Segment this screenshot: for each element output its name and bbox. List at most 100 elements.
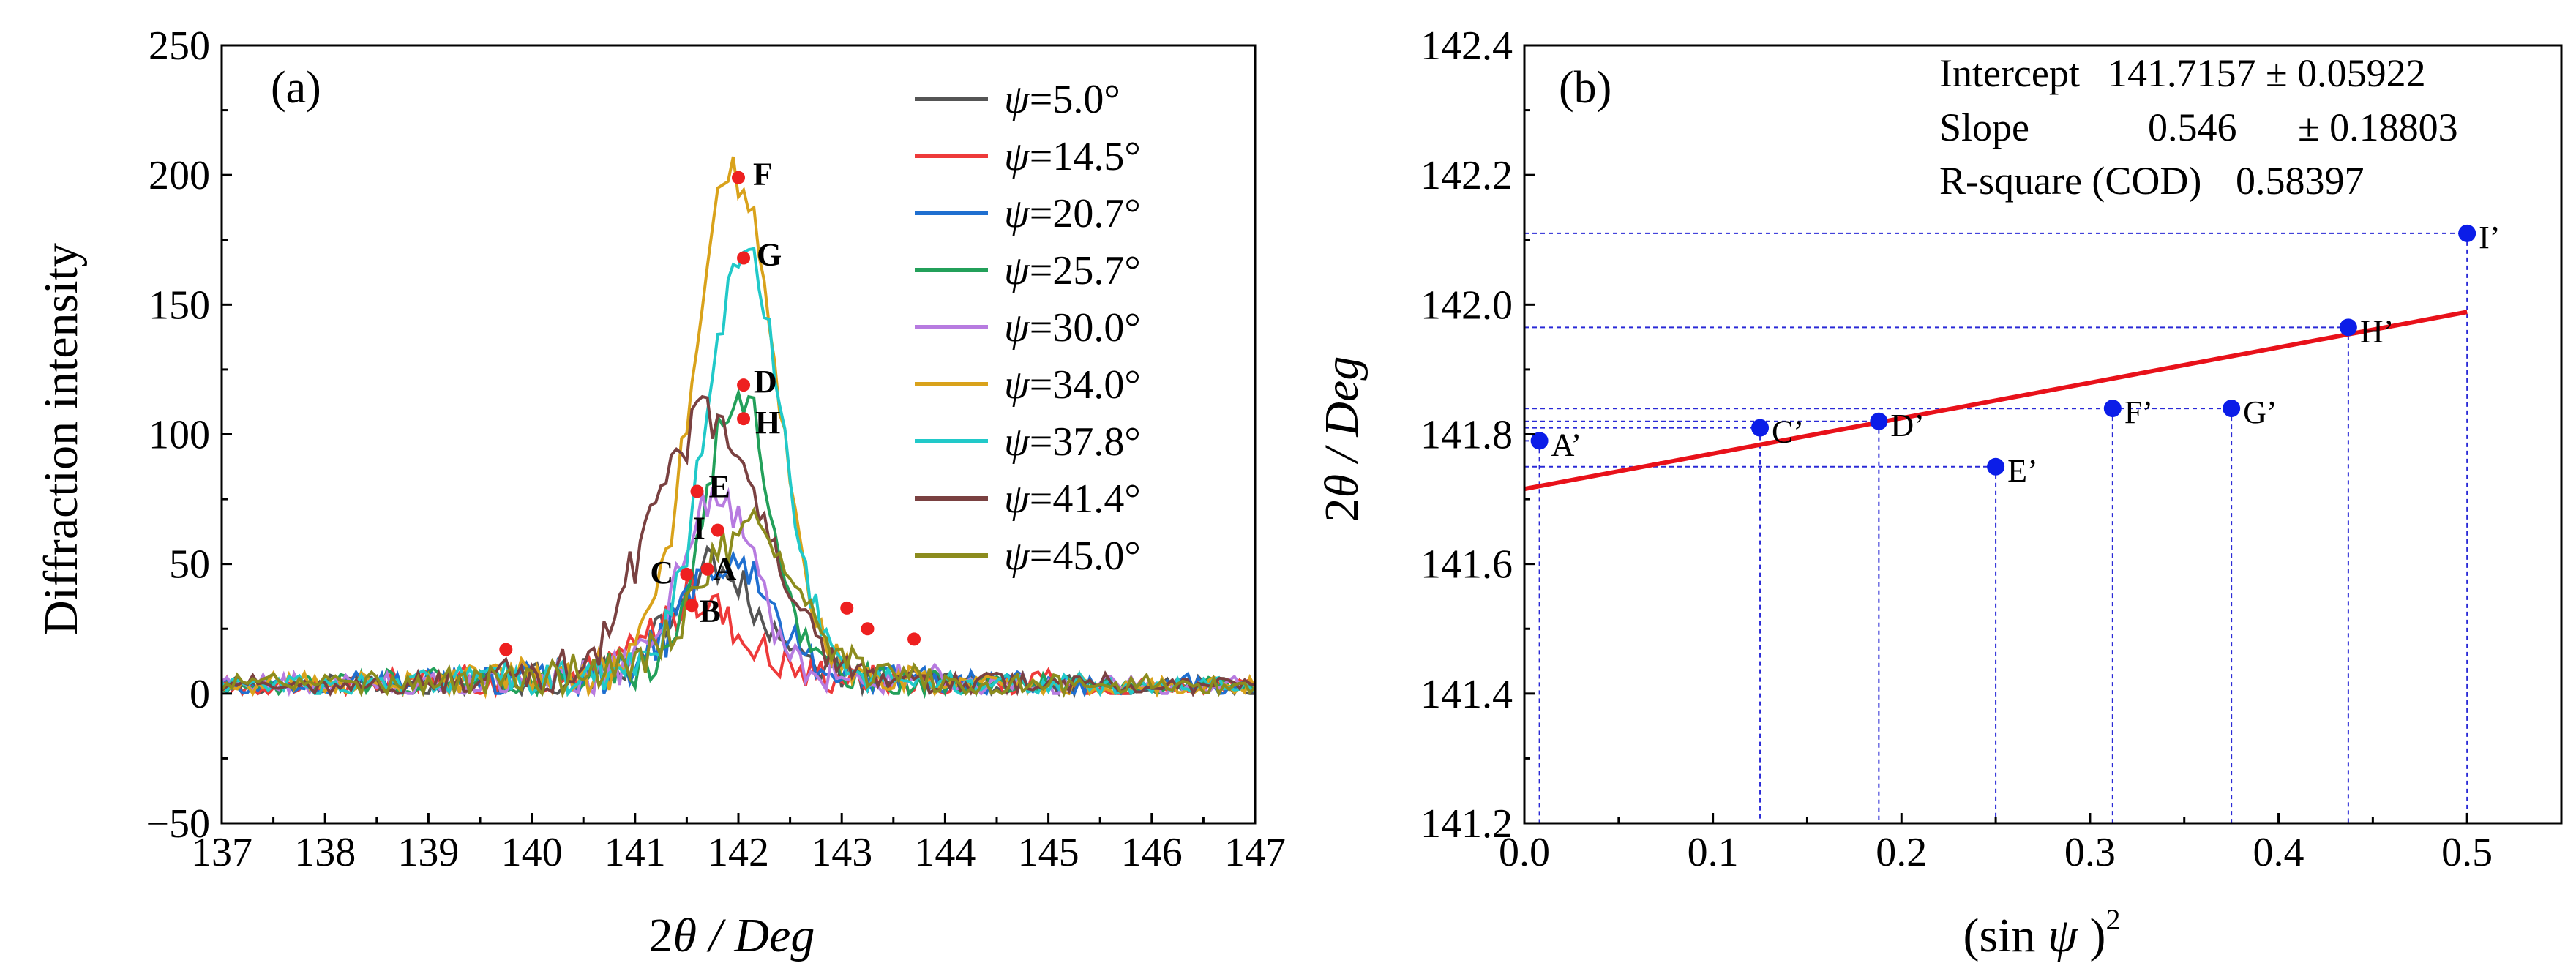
stat-intercept-name: Intercept [1939, 51, 2080, 95]
x-tick-label-a: 138 [294, 830, 356, 875]
point-label: H’ [2360, 313, 2394, 349]
stat-intercept-value: 141.7157 ± 0.05922 [2108, 51, 2426, 95]
peak-point [685, 599, 699, 613]
stat-slope-name: Slope [1939, 105, 2029, 149]
legend-label: ψ=30.0° [1004, 305, 1141, 351]
legend-label: ψ=34.0° [1004, 362, 1141, 408]
y-tick-label-b: 142.2 [1420, 153, 1513, 198]
peak-label: C [650, 555, 673, 591]
fit-line [1524, 310, 2468, 492]
point-label: D’ [1890, 408, 1924, 443]
peak-point [732, 171, 745, 184]
point-label: E’ [2007, 453, 2038, 489]
peak-label: H [755, 405, 780, 441]
legend: ψ=5.0° ψ=14.5° ψ=20.7° ψ=25.7° ψ=30.0° ψ=34.0… [915, 77, 1141, 579]
x-tick-label-a: 142 [708, 830, 769, 875]
peak-point [499, 643, 513, 656]
peak-point [690, 484, 704, 498]
series-line [222, 506, 1255, 699]
panel-b-chart: A’ C’ D’ E’ F’ G’ H’ I’ 0.0 0.1 0.2 0.3 0.4 0.5 141.2… [1315, 23, 2563, 962]
data-point [2458, 224, 2476, 242]
peak-point [700, 562, 714, 576]
x-tick-label-b: 0.1 [1688, 830, 1739, 875]
data-point [1870, 412, 1888, 430]
x-axis-label-b: (sin ψ )2 [1963, 903, 2121, 962]
peak-label: B [699, 593, 720, 629]
point-label: I’ [2479, 220, 2500, 255]
y-tick-label-b: 142.4 [1420, 23, 1513, 69]
y-tick-label-a: 50 [169, 542, 210, 588]
data-point [2103, 400, 2122, 418]
peak-point [840, 601, 854, 615]
y-tick-label-b: 141.2 [1420, 801, 1513, 847]
peak-label: G [757, 237, 782, 273]
data-point [1987, 457, 2005, 476]
stat-rsquare-name: R-square (COD) [1939, 159, 2201, 203]
data-point [2339, 318, 2357, 337]
guide-lines [1524, 232, 2468, 823]
y-tick-label-a: 250 [149, 23, 210, 69]
y-axis-label-b: 2θ / Deg [1315, 356, 1368, 522]
x-tick-label-b: 0.4 [2253, 830, 2304, 875]
point-label: F’ [2124, 394, 2153, 430]
point-label: G’ [2243, 394, 2277, 430]
stat-slope-value: 0.546 [2148, 105, 2237, 149]
legend-label: ψ=37.8° [1004, 419, 1141, 465]
x-tick-label-a: 137 [191, 830, 252, 875]
peak-point [737, 412, 751, 426]
y-tick-label-b: 141.8 [1420, 413, 1513, 458]
peak-point [861, 622, 875, 636]
peak-point [711, 523, 724, 537]
x-tick-label-a: 145 [1018, 830, 1079, 875]
y-tick-label-a: 200 [149, 153, 210, 198]
legend-label: ψ=14.5° [1004, 134, 1141, 179]
x-tick-label-b: 0.0 [1499, 830, 1550, 875]
data-point [2223, 400, 2241, 418]
legend-label: ψ=5.0° [1004, 77, 1120, 122]
y-tick-label-a: −50 [146, 801, 210, 847]
x-tick-label-a: 147 [1224, 830, 1286, 875]
y-tick-label-a: 150 [149, 282, 210, 328]
peak-label: E [709, 468, 730, 504]
data-point [1530, 432, 1549, 450]
x-tick-label-a: 140 [501, 830, 563, 875]
x-tick-label-a: 144 [914, 830, 976, 875]
peak-point [737, 251, 751, 265]
data-points: A’ C’ D’ E’ F’ G’ H’ I’ [1530, 220, 2500, 489]
x-tick-label-a: 141 [604, 830, 666, 875]
x-tick-label-a: 139 [397, 830, 459, 875]
x-tick-label-a: 143 [811, 830, 872, 875]
x-tick-label-a: 146 [1121, 830, 1183, 875]
x-tick-label-b: 0.5 [2441, 830, 2493, 875]
y-tick-label-a: 100 [149, 413, 210, 458]
legend-label: ψ=45.0° [1004, 533, 1141, 579]
peak-label: I [693, 511, 705, 547]
y-tick-label-b: 141.4 [1420, 672, 1513, 717]
data-point [1751, 419, 1770, 437]
panel-label-a: (a) [271, 63, 321, 113]
fit-stats-table: Intercept 141.7157 ± 0.05922 Slope 0.546… [1939, 51, 2458, 203]
series-lines [222, 156, 1255, 700]
point-label: C’ [1772, 414, 1804, 450]
peak-label: F [753, 157, 773, 192]
stat-slope-error: ± 0.18803 [2298, 105, 2458, 149]
legend-label: ψ=25.7° [1004, 248, 1141, 293]
peak-point [907, 632, 921, 646]
x-axis-label-a: 2θ / Deg [649, 909, 815, 962]
peak-label: A [714, 551, 737, 587]
legend-label: ψ=20.7° [1004, 191, 1141, 236]
peak-label: D [754, 364, 777, 400]
peak-point [737, 378, 751, 392]
point-label: A’ [1551, 427, 1582, 462]
x-tick-label-b: 0.2 [1876, 830, 1927, 875]
x-tick-label-b: 0.3 [2064, 830, 2116, 875]
axis-ticks-b: 0.0 0.1 0.2 0.3 0.4 0.5 141.2 141.4 141.6 141.8 14… [1420, 23, 2493, 875]
stat-rsquare-value: 0.58397 [2236, 159, 2365, 203]
panel-label-b: (b) [1559, 63, 1611, 113]
y-tick-label-b: 142.0 [1420, 282, 1513, 328]
peak-point [680, 567, 694, 581]
axis-ticks-a: 137 138 139 140 141 142 143 144 145 146 147 −50 0 50 1… [146, 23, 1286, 875]
legend-label: ψ=41.4° [1004, 476, 1141, 522]
